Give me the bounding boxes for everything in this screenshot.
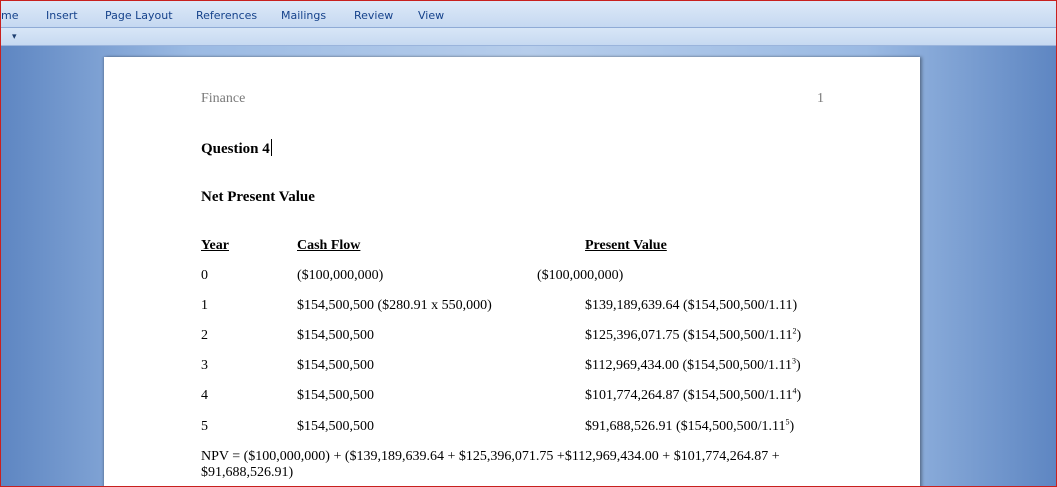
row-1-pv-amount: $139,189,639.64 xyxy=(585,298,680,313)
row-2-present-value: $125,396,071.75 ($154,500,500/1.112) xyxy=(585,326,802,344)
customize-toolbar-arrow-icon[interactable]: ▾ xyxy=(12,31,17,41)
row-5-cash-flow: $154,500,500 xyxy=(297,419,374,434)
quick-access-toolbar: ▾ xyxy=(1,28,1056,46)
document-page[interactable]: Finance 1 Question 4 Net Present Value Y… xyxy=(104,57,920,486)
row-4-pv-amount: $101,774,264.87 xyxy=(585,388,680,403)
running-header: Finance xyxy=(201,91,246,106)
row-5-year: 5 xyxy=(201,419,208,434)
row-3-pv-formula-end: ) xyxy=(796,358,801,373)
row-4-cash-flow: $154,500,500 xyxy=(297,388,374,403)
question-title: Question 4 xyxy=(201,139,272,158)
row-4-pv-formula-end: ) xyxy=(796,388,802,403)
tab-mailings[interactable]: Mailings xyxy=(281,9,327,22)
header-year: Year xyxy=(201,238,229,253)
row-5-exponent: 5 xyxy=(785,417,790,427)
row-2-exponent: 2 xyxy=(792,326,797,336)
row-3-year: 3 xyxy=(201,358,208,373)
row-5-present-value: $91,688,526.91 ($154,500,500/1.115) xyxy=(585,417,795,435)
row-3-pv-formula: ($154,500,500/1.11 xyxy=(682,358,793,373)
row-2-pv-formula-end: ) xyxy=(796,328,802,343)
text-cursor xyxy=(270,139,272,156)
row-2-year: 2 xyxy=(201,328,208,343)
header-cash-flow: Cash Flow xyxy=(297,238,361,253)
row-1-cash-flow: $154,500,500 ($280.91 x 550,000) xyxy=(297,298,492,313)
row-2-pv-amount: $125,396,071.75 xyxy=(585,328,680,343)
row-0-present-value: ($100,000,000) xyxy=(537,268,624,283)
row-5-pv-amount: $91,688,526.91 xyxy=(585,419,673,434)
row-0-cash-flow: ($100,000,000) xyxy=(297,268,384,283)
row-5-pv-formula: ($154,500,500/1.11 xyxy=(676,419,786,434)
tab-references[interactable]: References xyxy=(196,9,258,22)
row-2-cash-flow: $154,500,500 xyxy=(297,328,374,343)
tab-home[interactable]: me xyxy=(1,9,19,22)
row-3-cash-flow: $154,500,500 xyxy=(297,358,374,373)
row-4-exponent: 4 xyxy=(792,386,797,396)
section-title: Net Present Value xyxy=(201,189,315,205)
tab-insert[interactable]: Insert xyxy=(46,9,78,22)
row-1-pv-formula: ($154,500,500/1.11) xyxy=(683,298,798,313)
npv-equation: NPV = ($100,000,000) + ($139,189,639.64 … xyxy=(201,449,780,480)
row-2-pv-formula: ($154,500,500/1.11 xyxy=(683,328,793,343)
row-1-present-value: $139,189,639.64 ($154,500,500/1.11) xyxy=(585,298,797,314)
row-3-exponent: 3 xyxy=(792,356,797,366)
tab-page-layout[interactable]: Page Layout xyxy=(105,9,173,22)
tab-review[interactable]: Review xyxy=(354,9,394,22)
row-3-pv-amount: $112,969,434.00 xyxy=(585,358,679,373)
tab-view[interactable]: View xyxy=(418,9,445,22)
header-present-value: Present Value xyxy=(585,238,667,253)
row-0-year: 0 xyxy=(201,268,208,283)
question-title-text: Question 4 xyxy=(201,141,270,157)
page-number: 1 xyxy=(817,91,824,106)
row-1-year: 1 xyxy=(201,298,208,313)
row-4-year: 4 xyxy=(201,388,208,403)
ribbon-tab-bar: me Insert Page Layout References Mailing… xyxy=(1,1,1056,28)
row-3-present-value: $112,969,434.00 ($154,500,500/1.113) xyxy=(585,356,801,374)
row-4-pv-formula: ($154,500,500/1.11 xyxy=(683,388,793,403)
row-5-pv-formula-end: ) xyxy=(789,419,795,434)
row-4-present-value: $101,774,264.87 ($154,500,500/1.114) xyxy=(585,386,802,404)
